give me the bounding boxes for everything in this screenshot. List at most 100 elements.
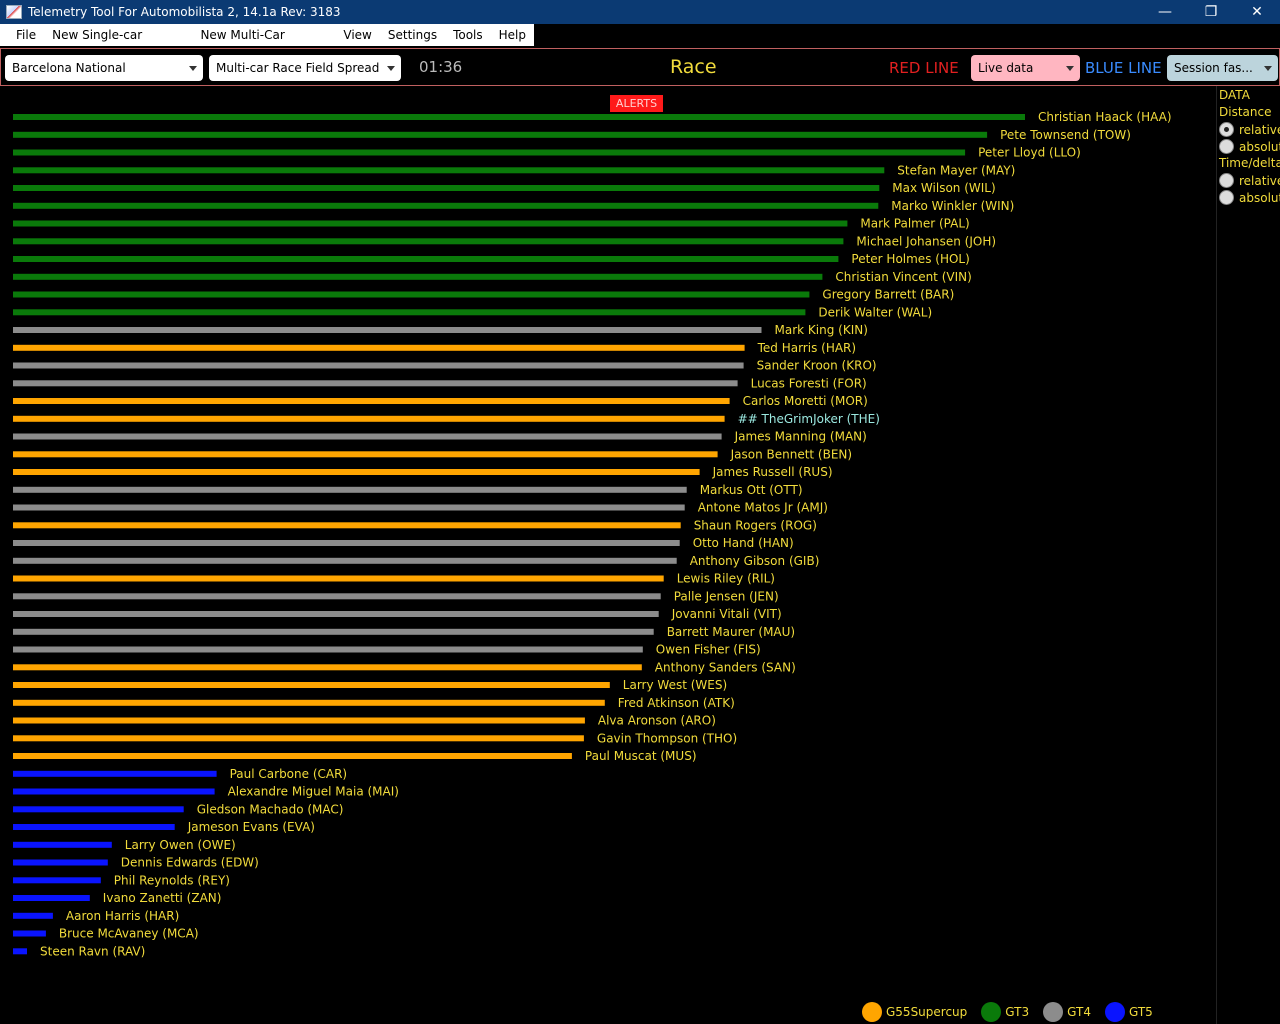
driver-bar xyxy=(13,202,879,209)
driver-label: Bruce McAvaney (MCA) xyxy=(59,927,199,941)
driver-bar xyxy=(13,362,744,369)
driver-bar xyxy=(13,770,217,777)
driver-label: Mark King (KIN) xyxy=(775,323,868,337)
driver-label: Michael Johansen (JOH) xyxy=(856,234,996,248)
driver-label: Anthony Gibson (GIB) xyxy=(690,554,820,568)
driver-bar xyxy=(13,788,215,795)
driver-label: Lewis Riley (RIL) xyxy=(677,572,775,586)
minimize-button[interactable]: — xyxy=(1158,4,1172,20)
driver-label: Max Wilson (WIL) xyxy=(892,181,995,195)
chevron-down-icon xyxy=(1264,66,1272,71)
driver-label: James Manning (MAN) xyxy=(734,430,867,444)
driver-label: Gregory Barrett (BAR) xyxy=(822,288,954,302)
red-line-select[interactable]: Live data xyxy=(971,55,1080,81)
menu-tools[interactable]: Tools xyxy=(453,28,483,42)
driver-bar xyxy=(13,682,610,688)
radio-icon xyxy=(1219,139,1234,154)
driver-label: Sander Kroon (KRO) xyxy=(757,359,877,373)
driver-bar xyxy=(13,628,654,635)
driver-label: Shaun Rogers (ROG) xyxy=(694,518,817,532)
driver-bar xyxy=(13,575,664,582)
menu-settings[interactable]: Settings xyxy=(387,28,438,42)
driver-bar xyxy=(13,611,659,617)
chevron-down-icon xyxy=(387,66,395,71)
driver-bar xyxy=(13,344,745,351)
session-type: Race xyxy=(670,56,717,78)
title-bar: Telemetry Tool For Automobilista 2, 14.1… xyxy=(0,0,1280,24)
driver-label: Christian Vincent (VIN) xyxy=(835,270,971,284)
radio-icon xyxy=(1219,190,1234,205)
radio-label: relative xyxy=(1239,122,1280,137)
view-mode-select[interactable]: Multi-car Race Field Spread xyxy=(209,55,401,81)
radio-label: relative xyxy=(1239,173,1280,188)
driver-label: Derik Walter (WAL) xyxy=(818,305,932,319)
driver-bar xyxy=(13,540,680,546)
driver-label: Alexandre Miguel Maia (MAI) xyxy=(228,785,399,799)
driver-bar xyxy=(13,149,966,156)
red-line-label: RED LINE xyxy=(889,59,959,77)
driver-label: Barrett Maurer (MAU) xyxy=(667,625,795,639)
driver-bar xyxy=(13,256,839,262)
driver-label: Aaron Harris (HAR) xyxy=(66,909,179,923)
menu-help[interactable]: Help xyxy=(498,28,526,42)
driver-bar xyxy=(13,114,1025,120)
driver-label: Markus Ott (OTT) xyxy=(700,483,803,497)
blue-line-select[interactable]: Session fas... xyxy=(1167,55,1278,81)
legend-label: GT3 xyxy=(1005,1005,1030,1019)
driver-label: Paul Muscat (MUS) xyxy=(585,749,697,763)
menu-bar-spacer xyxy=(534,24,1280,46)
driver-bar xyxy=(13,930,46,937)
time-relative-radio[interactable]: relative xyxy=(1219,173,1280,188)
driver-bar xyxy=(13,451,718,458)
driver-label: Jovanni Vitali (VIT) xyxy=(671,607,782,621)
radio-label: absolut xyxy=(1239,139,1280,154)
driver-bar xyxy=(13,522,681,529)
driver-bar xyxy=(13,291,810,298)
driver-bar xyxy=(13,593,661,600)
time-absolute-radio[interactable]: absolut xyxy=(1219,190,1280,205)
driver-label: Jameson Evans (EVA) xyxy=(187,820,315,834)
radio-label: absolut xyxy=(1239,190,1280,205)
menu-file[interactable]: File xyxy=(16,28,37,42)
track-select[interactable]: Barcelona National xyxy=(5,55,203,81)
legend-label: GT4 xyxy=(1067,1005,1091,1019)
driver-label: Jason Bennett (BEN) xyxy=(730,447,853,461)
driver-bar xyxy=(13,664,642,671)
driver-bar xyxy=(13,504,685,511)
driver-bar xyxy=(13,753,572,759)
menu-new-single-car-window[interactable]: New Single-car Window xyxy=(52,28,143,64)
alerts-button[interactable]: ALERTS xyxy=(610,95,663,112)
legend-swatch-icon xyxy=(1104,1002,1125,1022)
blue-line-select-value: Session fas... xyxy=(1174,61,1253,75)
chevron-down-icon xyxy=(1066,66,1074,71)
driver-bar xyxy=(13,735,584,742)
maximize-button[interactable]: ❐ xyxy=(1204,4,1218,20)
menu-new-multi-car-window[interactable]: New Multi-Car Window xyxy=(200,28,285,64)
driver-label: ## TheGrimJoker (THE) xyxy=(738,412,880,426)
driver-label: Otto Hand (HAN) xyxy=(693,536,794,550)
track-select-value: Barcelona National xyxy=(12,61,126,75)
driver-label: James Russell (RUS) xyxy=(712,465,833,479)
driver-label: Antone Matos Jr (AMJ) xyxy=(698,501,828,515)
driver-label: Ivano Zanetti (ZAN) xyxy=(103,891,222,905)
driver-label: Dennis Edwards (EDW) xyxy=(121,856,259,870)
close-button[interactable]: ✕ xyxy=(1251,4,1263,20)
driver-label: Carlos Moretti (MOR) xyxy=(743,394,868,408)
window-title: Telemetry Tool For Automobilista 2, 14.1… xyxy=(28,5,341,19)
session-clock: 01:36 xyxy=(419,58,463,76)
menu-bar: File New Single-car Window New Multi-Car… xyxy=(0,24,534,64)
driver-bar xyxy=(13,877,101,884)
class-legend: G55Supercup GT3 GT4 GT5 xyxy=(862,1002,1167,1022)
driver-label: Pete Townsend (TOW) xyxy=(1000,128,1131,142)
driver-bar xyxy=(13,309,806,316)
distance-absolute-radio[interactable]: absolut xyxy=(1219,139,1280,154)
menu-view[interactable]: View xyxy=(343,28,372,42)
distance-relative-radio[interactable]: relative xyxy=(1219,122,1280,137)
driver-label: Palle Jensen (JEN) xyxy=(674,589,779,603)
driver-bar xyxy=(13,398,730,404)
driver-bar xyxy=(13,131,988,138)
driver-bar xyxy=(13,380,738,387)
driver-label: Peter Lloyd (LLO) xyxy=(978,146,1081,160)
driver-bar xyxy=(13,415,725,422)
driver-label: Steen Ravn (RAV) xyxy=(40,944,145,958)
